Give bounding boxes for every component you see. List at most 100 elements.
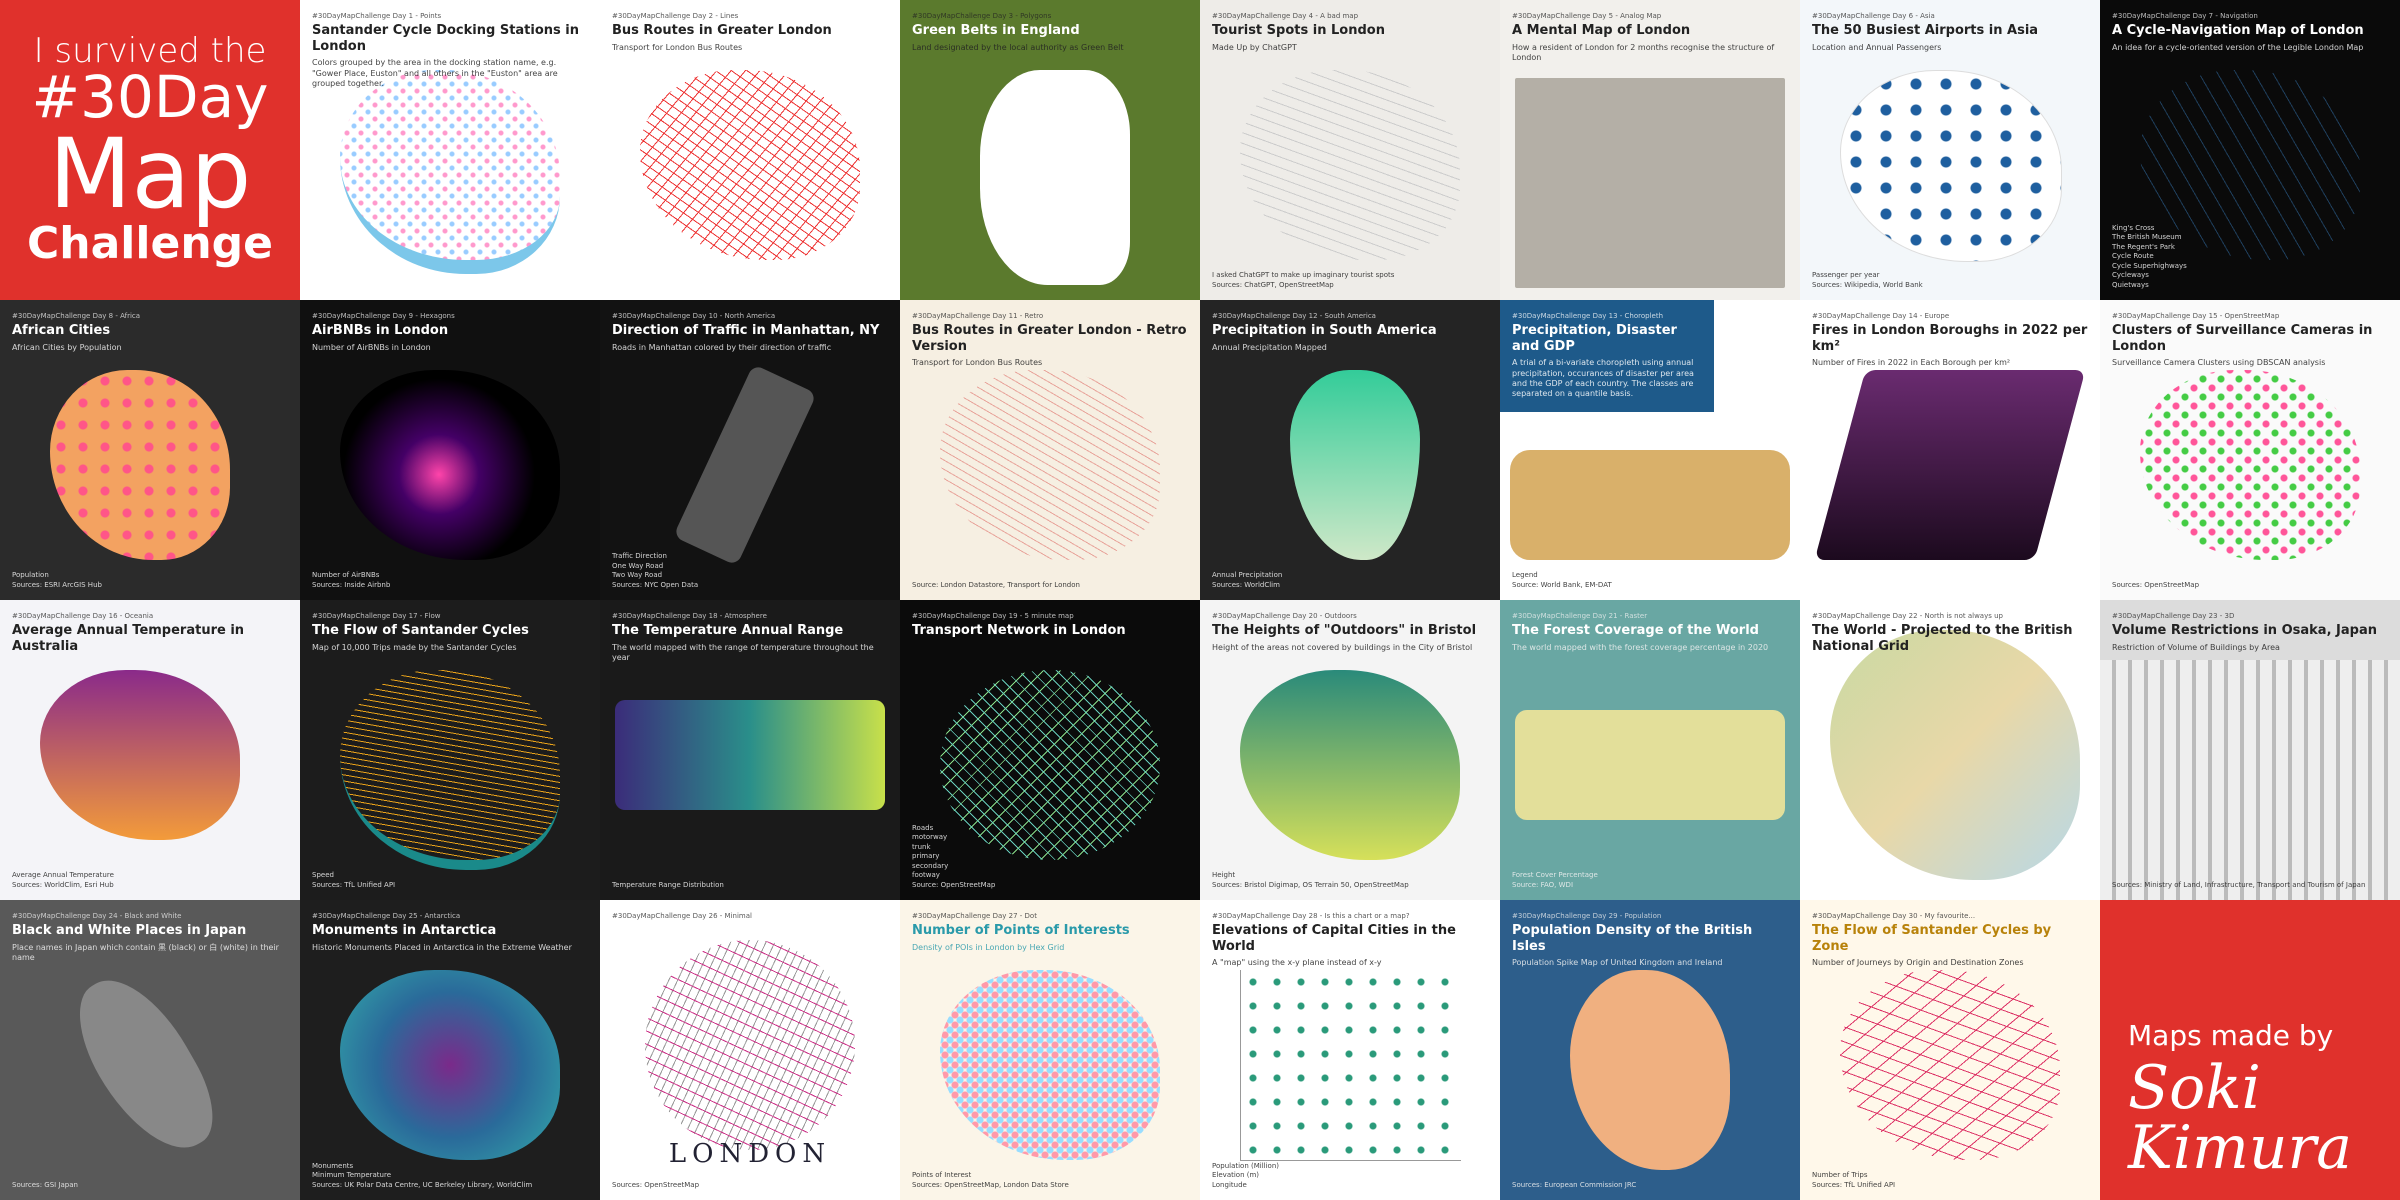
note-text: trunk	[912, 842, 931, 851]
map-tile: #30DayMapChallenge Day 16 - Oceania Avera…	[0, 600, 300, 900]
map-tile: #30DayMapChallenge Day 28 - Is this a ch…	[1200, 900, 1500, 1200]
note-text: Sources: Ministry of Land, Infrastructur…	[2112, 880, 2366, 889]
map-subtitle: A "map" using the x-y plane instead of x…	[1212, 958, 1382, 968]
map-thumbnail	[340, 970, 560, 1160]
day-tag: #30DayMapChallenge Day 20 - Outdoors	[1212, 612, 1357, 620]
note-text: Longitude	[1212, 1180, 1247, 1189]
map-tile: #30DayMapChallenge Day 20 - Outdoors The …	[1200, 600, 1500, 900]
map-title: Population Density of the British Isles	[1512, 923, 1753, 954]
map-thumbnail	[645, 940, 855, 1150]
note-text: Two Way Road	[612, 571, 663, 580]
note-text: Population (Million)	[1212, 1161, 1280, 1170]
day-tag: #30DayMapChallenge Day 30 - My favourite…	[1812, 912, 1976, 920]
note-text: Sources: ChatGPT, OpenStreetMap	[1212, 280, 1334, 289]
day-tag: #30DayMapChallenge Day 17 - Flow	[312, 612, 441, 620]
intro-line: I survived the	[33, 31, 267, 71]
map-thumbnail	[940, 370, 1160, 560]
day-tag: #30DayMapChallenge Day 15 - OpenStreetMa…	[2112, 312, 2280, 320]
map-thumbnail	[1240, 70, 1460, 260]
note-text: Annual Precipitation	[1212, 571, 1283, 580]
day-tag: #30DayMapChallenge Day 28 - Is this a ch…	[1212, 912, 1410, 920]
map-title: Transport Network in London	[912, 623, 1126, 638]
tile-header: #30DayMapChallenge Day 27 - Dot Number of…	[912, 912, 1188, 953]
map-thumbnail	[980, 70, 1130, 285]
intro-line: #30Day	[31, 63, 269, 131]
map-notes: Source: London Datastore, Transport for …	[912, 581, 1188, 590]
map-tile: #30DayMapChallenge Day 12 - South Americ…	[1200, 300, 1500, 600]
map-subtitle: Density of POIs in London by Hex Grid	[912, 942, 1065, 952]
note-text: Average Annual Temperature	[12, 871, 114, 880]
map-title: Black and White Places in Japan	[12, 923, 247, 938]
map-notes: Passenger per year Sources: Wikipedia, Wo…	[1812, 271, 2088, 290]
map-subtitle: Number of Journeys by Origin and Destina…	[1812, 958, 2024, 968]
map-tile: #30DayMapChallenge Day 27 - Dot Number of…	[900, 900, 1200, 1200]
note-text: The Regent's Park	[2112, 242, 2175, 251]
tile-header: #30DayMapChallenge Day 14 - Europe Fires …	[1812, 312, 2088, 369]
map-title: Santander Cycle Docking Stations in Lond…	[312, 23, 580, 54]
tile-header: #30DayMapChallenge Day 3 - Polygons Green…	[912, 12, 1188, 53]
map-subtitle: Historic Monuments Placed in Antarctica …	[312, 942, 572, 952]
tile-header: #30DayMapChallenge Day 18 - Atmosphere Th…	[612, 612, 888, 663]
map-thumbnail	[58, 960, 232, 1170]
map-title: Bus Routes in Greater London - Retro Ver…	[912, 323, 1187, 354]
tile-header: #30DayMapChallenge Day 8 - Africa African…	[12, 312, 288, 353]
map-notes: Temperature Range Distribution	[612, 881, 888, 890]
map-thumbnail	[2100, 660, 2400, 900]
day-tag: #30DayMapChallenge Day 27 - Dot	[912, 912, 1037, 920]
map-subtitle: African Cities by Population	[12, 342, 122, 352]
intro-line: Map	[48, 118, 252, 230]
note-text: The British Museum	[2112, 233, 2182, 242]
tile-header: #30DayMapChallenge Day 4 - A bad map Tour…	[1212, 12, 1488, 53]
tile-header: #30DayMapChallenge Day 22 - North is not…	[1812, 612, 2088, 654]
intro-line: Challenge	[27, 218, 273, 269]
map-notes: Monuments Minimum Temperature Sources: UK …	[312, 1162, 588, 1190]
map-thumbnail	[1510, 450, 1790, 560]
note-text: Sources: GSI Japan	[12, 1180, 78, 1189]
map-subtitle: Height of the areas not covered by build…	[1212, 642, 1473, 652]
tile-header: #30DayMapChallenge Day 11 - Retro Bus Rou…	[912, 312, 1188, 369]
note-text: Sources: UK Polar Data Centre, UC Berkel…	[312, 1180, 533, 1189]
map-title: Number of Points of Interests	[912, 923, 1130, 938]
map-notes: Population (Million) Elevation (m) Longitu…	[1212, 1162, 1488, 1190]
note-text: Height	[1212, 871, 1236, 880]
map-thumbnail	[615, 700, 885, 810]
map-title: Precipitation, Disaster and GDP	[1512, 323, 1677, 354]
map-tile: #30DayMapChallenge Day 8 - Africa African…	[0, 300, 300, 600]
day-tag: #30DayMapChallenge Day 10 - North Americ…	[612, 312, 776, 320]
tile-header: #30DayMapChallenge Day 2 - Lines Bus Rout…	[612, 12, 888, 53]
map-subtitle: Location and Annual Passengers	[1812, 42, 1942, 52]
map-subtitle: Transport for London Bus Routes	[612, 42, 743, 52]
note-text: Sources: NYC Open Data	[612, 580, 699, 589]
map-tile: #30DayMapChallenge Day 25 - Antarctica Mo…	[300, 900, 600, 1200]
map-title: The Temperature Annual Range	[612, 623, 844, 638]
map-tile: #30DayMapChallenge Day 9 - Hexagons AirBN…	[300, 300, 600, 600]
map-tile: #30DayMapChallenge Day 1 - Points Santand…	[300, 0, 600, 300]
tile-header: #30DayMapChallenge Day 28 - Is this a ch…	[1212, 912, 1488, 969]
note-text: Temperature Range Distribution	[612, 880, 724, 889]
note-text: Sources: OpenStreetMap, London Data Stor…	[912, 1180, 1069, 1189]
map-tile: #30DayMapChallenge Day 4 - A bad map Tour…	[1200, 0, 1500, 300]
tile-header: #30DayMapChallenge Day 29 - Population Po…	[1512, 912, 1788, 969]
map-notes: King's Cross The British Museum The Regent…	[2112, 224, 2388, 290]
note-text: motorway	[912, 833, 948, 842]
map-title: Bus Routes in Greater London	[612, 23, 832, 38]
map-subtitle: Annual Precipitation Mapped	[1212, 342, 1327, 352]
tile-header: #30DayMapChallenge Day 13 - Choropleth Pr…	[1500, 300, 1714, 412]
map-tile: #30DayMapChallenge Day 26 - Minimal LONDO…	[600, 900, 900, 1200]
tile-header: #30DayMapChallenge Day 6 - Asia The 50 Bu…	[1812, 12, 2088, 53]
map-title: Fires in London Boroughs in 2022 per km²	[1812, 323, 2088, 354]
tile-header: #30DayMapChallenge Day 17 - Flow The Flow…	[312, 612, 588, 653]
note-text: Traffic Direction	[612, 552, 667, 561]
map-notes: Sources: OpenStreetMap	[612, 1181, 888, 1190]
note-text: Speed	[312, 871, 334, 880]
map-title: Direction of Traffic in Manhattan, NY	[612, 323, 880, 338]
tile-header: #30DayMapChallenge Day 16 - Oceania Avera…	[12, 612, 288, 654]
tile-header: #30DayMapChallenge Day 15 - OpenStreetMa…	[2112, 312, 2388, 369]
tile-header: #30DayMapChallenge Day 20 - Outdoors The …	[1212, 612, 1488, 653]
map-thumbnail	[50, 370, 230, 560]
map-notes: Sources: OpenStreetMap	[2112, 581, 2388, 590]
day-tag: #30DayMapChallenge Day 19 - 5 minute map	[912, 612, 1074, 620]
day-tag: #30DayMapChallenge Day 18 - Atmosphere	[612, 612, 767, 620]
note-text: Quietways	[2112, 280, 2149, 289]
